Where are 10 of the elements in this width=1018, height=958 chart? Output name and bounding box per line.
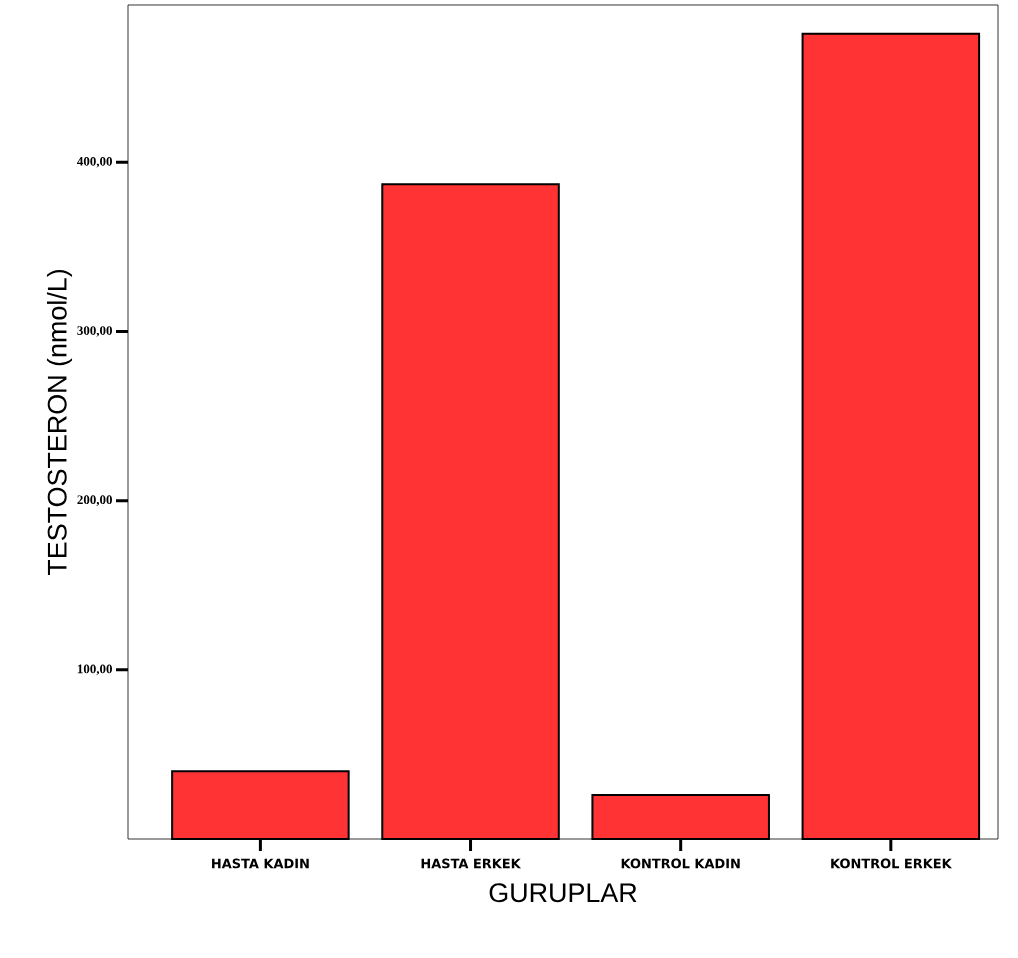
- x-axis-title: GURUPLAR: [489, 883, 637, 903]
- y-tick-label: 100,00: [77, 664, 112, 676]
- y-tick-label: 400,00: [77, 157, 112, 168]
- y-tick-label: 200,00: [77, 495, 112, 506]
- x-tick-label: KONTROL ERKEK: [831, 858, 953, 869]
- x-tick-label: HASTA ERKEK: [421, 858, 522, 869]
- y-tick-label: 300,00: [77, 326, 112, 337]
- x-tick-label: HASTA KADIN: [212, 858, 309, 869]
- y-axis-title: TESTOSTERON (nmol/L): [46, 269, 73, 576]
- x-tick-label: KONTROL KADIN: [621, 858, 740, 869]
